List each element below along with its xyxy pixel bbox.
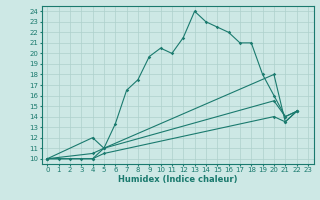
X-axis label: Humidex (Indice chaleur): Humidex (Indice chaleur) — [118, 175, 237, 184]
